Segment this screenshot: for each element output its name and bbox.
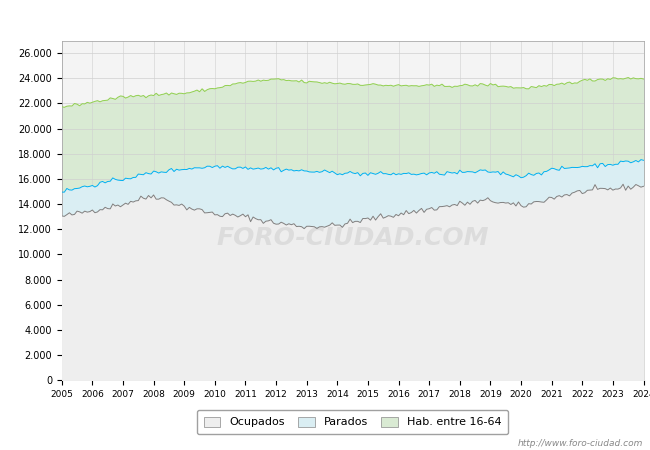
Text: http://www.foro-ciudad.com: http://www.foro-ciudad.com bbox=[518, 439, 644, 448]
Text: FORO-CIUDAD.COM: FORO-CIUDAD.COM bbox=[216, 225, 489, 250]
Legend: Ocupados, Parados, Hab. entre 16-64: Ocupados, Parados, Hab. entre 16-64 bbox=[197, 410, 508, 434]
Text: Tudela - Evolucion de la poblacion en edad de Trabajar Mayo de 2024: Tudela - Evolucion de la poblacion en ed… bbox=[94, 12, 556, 25]
